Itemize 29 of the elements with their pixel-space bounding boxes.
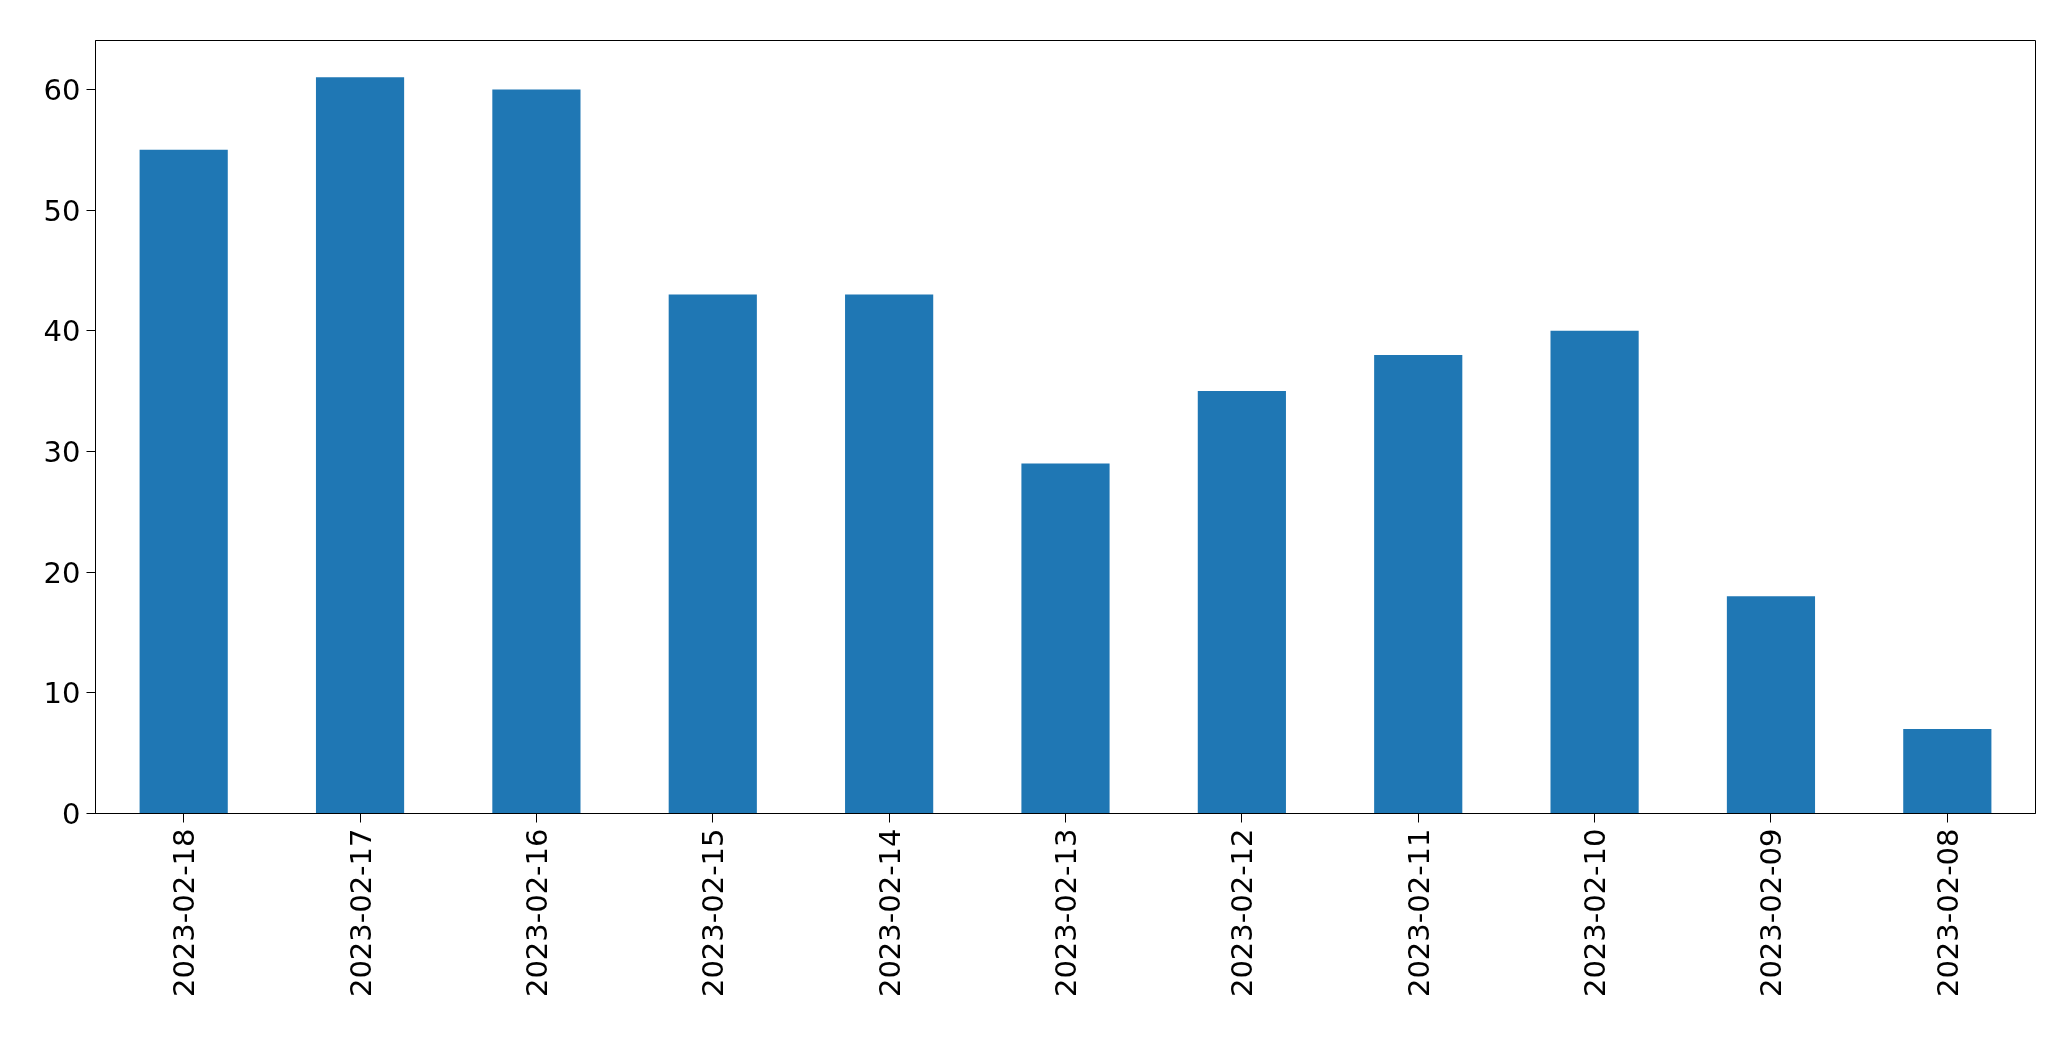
y-tick-label: 60 (43, 72, 81, 107)
y-tick-label: 40 (43, 314, 81, 349)
bar (1197, 391, 1286, 814)
y-tick-label: 30 (43, 434, 81, 469)
bar (1374, 354, 1463, 814)
x-tick-label: 2023-02-16 (519, 828, 554, 998)
x-tick-label: 2023-02-14 (872, 828, 907, 998)
bar (315, 77, 405, 814)
bar (668, 294, 757, 814)
y-tick-label: 50 (43, 193, 81, 228)
x-tick-label: 2023-02-18 (167, 828, 202, 998)
bar (492, 89, 581, 814)
bar (845, 294, 934, 814)
bar (1903, 729, 1992, 814)
x-tick-label: 2023-02-11 (1401, 828, 1436, 998)
bar (1021, 463, 1110, 814)
x-tick-label: 2023-02-13 (1049, 828, 1083, 998)
x-tick-label: 2023-02-09 (1754, 828, 1789, 998)
x-tick-label: 2023-02-17 (343, 828, 378, 998)
x-tick-label: 2023-02-15 (696, 828, 731, 998)
y-tick-label: 10 (43, 676, 81, 711)
y-tick-label: 20 (43, 555, 81, 590)
x-tick-label: 2023-02-12 (1225, 828, 1260, 998)
bar (1550, 330, 1639, 814)
x-tick-label: 2023-02-08 (1930, 828, 1965, 998)
y-tick-label: 0 (62, 797, 81, 831)
bar (139, 149, 228, 814)
bar (1726, 596, 1816, 814)
x-tick-label: 2023-02-10 (1578, 828, 1613, 998)
